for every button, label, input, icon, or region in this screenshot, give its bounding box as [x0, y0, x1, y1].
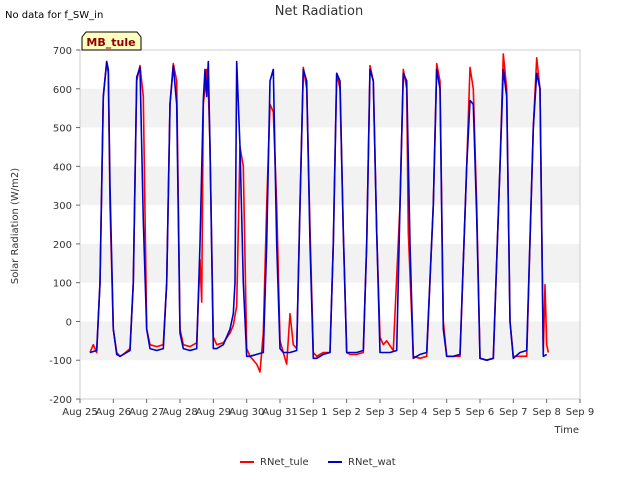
site-tag-box [81, 31, 142, 51]
site-tag-label: MB_tule [86, 36, 135, 49]
y-tick-label: 700 [53, 46, 72, 57]
x-tick-label: Sep 6 [466, 407, 494, 418]
site-tag: MB_tule [81, 31, 142, 51]
x-tick-label: Aug 26 [96, 407, 131, 418]
x-tick-label: Sep 3 [366, 407, 394, 418]
chart-title: Net Radiation [275, 4, 363, 19]
y-tick-label: -100 [49, 356, 72, 367]
grid-bands [80, 88, 580, 361]
series-line-rnet-wat [89, 60, 548, 362]
legend-label-rnet-tule: RNet_tule [260, 457, 309, 468]
y-tick-label: 600 [53, 85, 72, 96]
legend-label-rnet-wat: RNet_wat [348, 457, 396, 468]
grid-band [80, 88, 580, 128]
x-tick-label: Sep 5 [432, 407, 460, 418]
grid-band [80, 243, 580, 283]
y-tick-label: 400 [53, 162, 72, 173]
y-tick-label: 200 [53, 240, 72, 251]
no-data-note: No data for f_SW_in [5, 10, 103, 21]
x-tick-label: Sep 7 [499, 407, 527, 418]
x-tick-label: Sep 4 [399, 407, 427, 418]
y-tick-label: 500 [53, 124, 72, 135]
y-tick-label: 300 [53, 201, 72, 212]
y-tick-label: -200 [49, 395, 72, 406]
x-tick-label: Aug 29 [196, 407, 231, 418]
grid-band [80, 166, 580, 206]
x-tick-label: Sep 1 [299, 407, 327, 418]
x-tick-label: Aug 25 [62, 407, 97, 418]
y-tick-label: 0 [66, 317, 72, 328]
x-tick-label: Aug 31 [262, 407, 297, 418]
plot-frame [79, 49, 581, 400]
y-tick-label: 100 [53, 279, 72, 290]
x-tick-label: Sep 9 [566, 407, 594, 418]
x-tick-label: Aug 28 [162, 407, 197, 418]
x-tick-label: Sep 2 [332, 407, 360, 418]
y-axis: -200 -100 0 100 200 300 400 500 600 700 [49, 46, 80, 406]
x-tick-label: Aug 30 [229, 407, 264, 418]
x-tick-label: Aug 27 [129, 407, 164, 418]
x-axis-label: Time [554, 425, 579, 436]
legend: RNet_tule RNet_wat [240, 457, 396, 468]
x-tick-label: Sep 8 [532, 407, 560, 418]
series-layer [89, 53, 550, 373]
y-axis-label: Solar Radiation (W/m2) [10, 168, 21, 284]
